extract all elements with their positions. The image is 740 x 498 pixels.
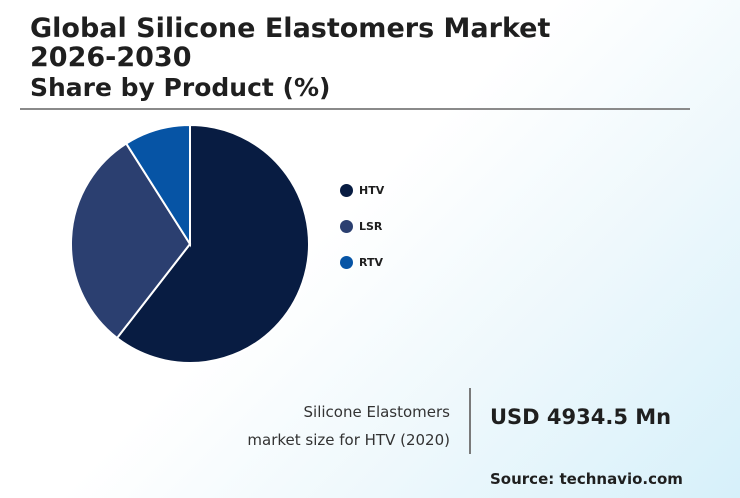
- pie-slice-rtv: [124, 123, 191, 248]
- market-size-label-line1: Silicone Elastomers: [303, 403, 450, 421]
- legend-label-lsr: LSR: [359, 219, 383, 233]
- source-text: Source: technavio.com: [490, 470, 683, 488]
- legend-label-htv: HTV: [359, 183, 385, 197]
- pie-slice-lsr: [70, 142, 192, 340]
- market-divider: [469, 388, 471, 454]
- legend-item-lsr: LSR: [340, 208, 384, 244]
- chart-subtitle: Share by Product (%): [30, 73, 331, 102]
- market-size-label: Silicone Elastomers market size for HTV …: [247, 398, 450, 454]
- market-size-label-line2: market size for HTV (2020): [247, 431, 450, 449]
- chart-legend: HTV LSR RTV: [340, 172, 384, 280]
- legend-item-rtv: RTV: [340, 244, 384, 280]
- legend-label-rtv: RTV: [359, 255, 383, 269]
- legend-item-htv: HTV: [340, 172, 384, 208]
- pie-chart: [70, 123, 310, 364]
- title-divider: [20, 108, 690, 110]
- pie-slice-htv: [115, 123, 310, 364]
- chart-title: Global Silicone Elastomers Market 2026-2…: [30, 13, 551, 73]
- market-size-value: USD 4934.5 Mn: [490, 405, 672, 429]
- legend-swatch-htv: [340, 183, 353, 197]
- legend-swatch-lsr: [340, 219, 353, 233]
- legend-swatch-rtv: [340, 255, 353, 269]
